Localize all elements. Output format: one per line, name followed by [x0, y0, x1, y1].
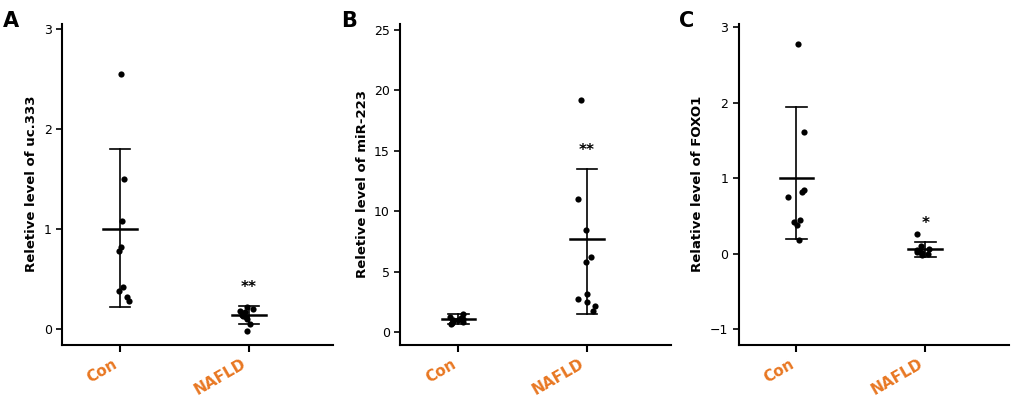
Point: [920, 245, 936, 252]
Point: [116, 176, 132, 182]
Point: [913, 250, 929, 256]
Point: [570, 295, 586, 302]
Point: [791, 217, 807, 223]
Point: [908, 230, 924, 237]
Point: [442, 321, 459, 327]
Point: [111, 288, 127, 294]
Point: [586, 303, 602, 309]
Point: [237, 309, 254, 316]
Text: **: **: [240, 280, 257, 295]
Point: [788, 222, 804, 229]
Point: [908, 247, 924, 254]
Point: [110, 248, 126, 254]
Point: [912, 243, 928, 249]
Point: [231, 308, 248, 315]
Y-axis label: Reletive level of uc.333: Reletive level of uc.333: [25, 96, 39, 272]
Text: C: C: [679, 11, 694, 31]
Y-axis label: Relative level of FOXO1: Relative level of FOXO1: [691, 96, 703, 272]
Point: [444, 319, 461, 326]
Point: [454, 316, 471, 322]
Text: A: A: [3, 11, 19, 31]
Point: [113, 71, 129, 77]
Text: *: *: [920, 216, 928, 231]
Y-axis label: Reletive level of miR-223: Reletive level of miR-223: [356, 90, 368, 278]
Point: [454, 311, 471, 317]
Point: [578, 290, 594, 297]
Text: **: **: [579, 143, 594, 158]
Point: [114, 218, 130, 225]
Point: [780, 194, 796, 200]
Point: [238, 316, 255, 323]
Point: [449, 317, 466, 323]
Point: [791, 237, 807, 244]
Point: [789, 41, 805, 47]
Point: [452, 315, 469, 321]
Point: [239, 304, 256, 311]
Point: [113, 244, 129, 251]
Point: [114, 284, 130, 291]
Point: [239, 328, 256, 335]
Point: [578, 226, 594, 233]
Point: [913, 252, 929, 259]
Point: [577, 259, 593, 265]
Point: [441, 313, 458, 320]
Point: [793, 189, 809, 196]
Point: [573, 97, 589, 103]
Point: [570, 196, 586, 202]
Point: [578, 299, 594, 306]
Point: [454, 318, 471, 325]
Point: [245, 306, 261, 313]
Point: [908, 249, 924, 256]
Point: [795, 128, 811, 135]
Point: [119, 294, 136, 301]
Point: [919, 251, 935, 257]
Point: [233, 312, 250, 319]
Point: [583, 254, 599, 261]
Point: [242, 321, 258, 328]
Point: [234, 313, 251, 320]
Point: [237, 314, 254, 321]
Point: [234, 311, 251, 318]
Point: [444, 318, 461, 324]
Point: [120, 298, 137, 305]
Point: [444, 317, 461, 324]
Point: [786, 219, 802, 225]
Point: [911, 248, 927, 255]
Point: [585, 307, 601, 314]
Point: [795, 187, 811, 193]
Text: B: B: [340, 11, 357, 31]
